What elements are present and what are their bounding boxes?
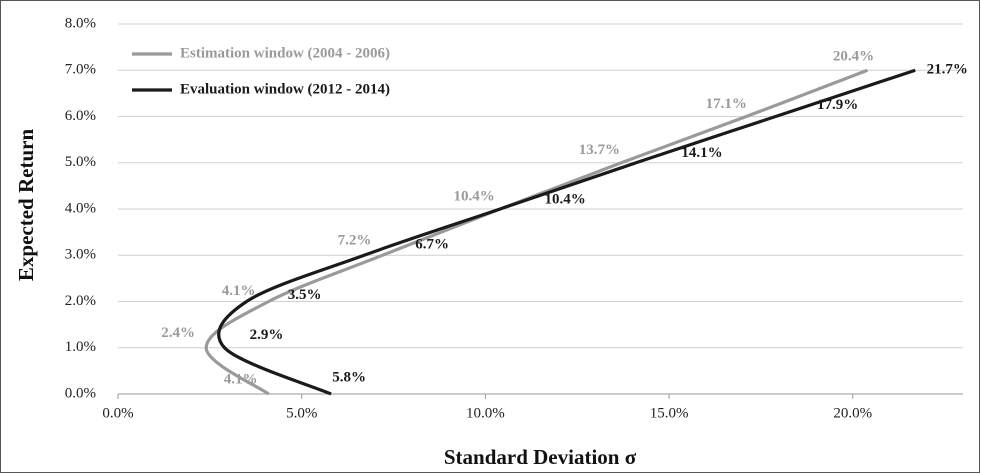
data-label: 5.8% <box>332 369 366 385</box>
y-tick-label: 4.0% <box>65 200 96 216</box>
legend-label: Evaluation window (2012 - 2014) <box>180 81 390 97</box>
legend-label: Estimation window (2004 - 2006) <box>180 45 390 61</box>
x-tick-label: 20.0% <box>833 405 872 421</box>
data-label: 21.7% <box>927 62 968 78</box>
y-tick-label: 0.0% <box>65 385 96 401</box>
x-tick-label: 15.0% <box>650 405 689 421</box>
y-tick-label: 6.0% <box>65 108 96 124</box>
data-label: 6.7% <box>415 237 449 253</box>
y-tick-label: 7.0% <box>65 62 96 78</box>
y-tick-label: 5.0% <box>65 154 96 170</box>
y-tick-label: 2.0% <box>65 293 96 309</box>
y-tick-label: 1.0% <box>65 339 96 355</box>
data-label: 10.4% <box>544 191 585 207</box>
y-axis-title: Expected Return <box>14 129 38 282</box>
data-label: 4.1% <box>222 283 256 299</box>
x-tick-label: 0.0% <box>102 405 133 421</box>
data-label: 4.1% <box>224 371 258 387</box>
data-label: 14.1% <box>681 145 722 161</box>
y-tick-label: 8.0% <box>65 15 96 31</box>
y-tick-label: 3.0% <box>65 247 96 263</box>
data-label: 2.9% <box>250 327 284 343</box>
data-label: 17.9% <box>817 97 858 113</box>
x-tick-label: 10.0% <box>466 405 505 421</box>
data-label: 17.1% <box>706 96 747 112</box>
data-label: 2.4% <box>161 325 195 341</box>
series-line <box>217 68 916 396</box>
series-line <box>204 68 869 396</box>
data-label: 20.4% <box>833 49 874 65</box>
data-label: 3.5% <box>288 287 322 303</box>
data-label: 10.4% <box>453 188 494 204</box>
x-tick-label: 5.0% <box>286 405 317 421</box>
data-label: 13.7% <box>579 142 620 158</box>
data-label: 7.2% <box>338 233 372 249</box>
x-axis-title: Standard Deviation σ <box>444 445 637 469</box>
